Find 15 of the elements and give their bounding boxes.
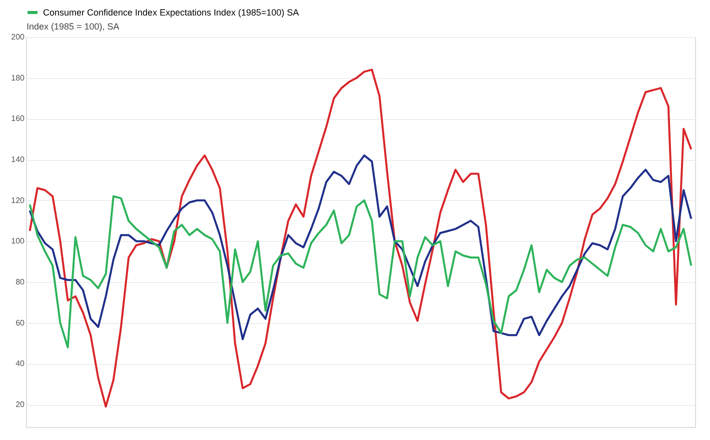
y-tick-label: 120 [11,196,26,205]
line-series [28,68,692,408]
legend-label: Consumer Confidence Index Expectations Index (1985=100) SA [43,8,299,18]
y-tick-label: 160 [11,114,26,124]
y-axis-title: Index (1985 = 100), SA [26,22,120,32]
y-tick-label: 40 [16,359,26,368]
y-tick-label: 180 [11,73,26,82]
line-series [28,195,692,348]
y-tick-label: 20 [16,400,26,410]
line-series [28,154,692,340]
y-tick-label: 80 [16,278,26,287]
y-tick-label: 60 [16,318,26,328]
y-tick-label: 200 [11,32,26,42]
y-tick-label: 140 [11,155,26,164]
y-tick-label: 100 [11,236,26,246]
